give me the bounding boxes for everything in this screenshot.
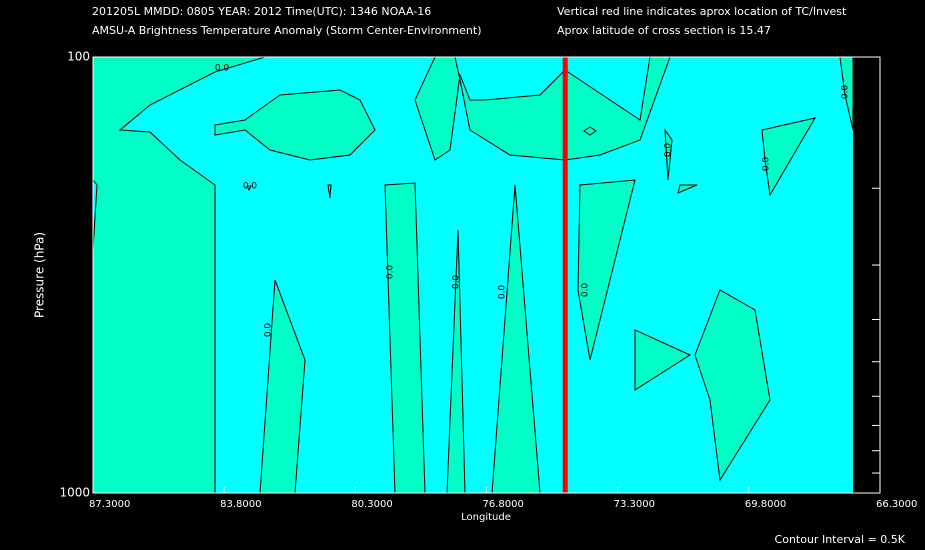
- contour-region: [327, 184, 332, 199]
- contour-label: 0.0: [215, 64, 230, 74]
- contour-region: [214, 89, 376, 161]
- contour-region: [634, 329, 692, 391]
- x-tick-label: 73.3000: [614, 499, 655, 510]
- contour-region: [92, 56, 266, 494]
- contour-label: 0.0: [762, 157, 772, 172]
- plot-area: 0.0 0.0 0.0 0.0 0.0 0.0 0.0 0.0 0.0 0.0: [92, 56, 880, 494]
- contour-region: [583, 126, 597, 136]
- note: Vertical red line indicates aprox locati…: [557, 5, 847, 18]
- x-tick-label: 66.3000: [876, 499, 917, 510]
- x-tick-label: 80.3000: [351, 499, 392, 510]
- x-tick-label: 69.8000: [745, 499, 786, 510]
- x-tick-label: 83.8000: [220, 499, 261, 510]
- y-tick-label: 100: [67, 50, 90, 64]
- contour-region: [246, 185, 252, 192]
- contour-label: 0.0: [452, 275, 462, 290]
- y-tick-label: 1000: [59, 486, 90, 500]
- contour-label: 0.0: [243, 182, 258, 192]
- contour-region: [677, 184, 698, 194]
- contour-label: 0.0: [841, 85, 851, 100]
- contour-region: [694, 289, 771, 482]
- contour-region: [577, 179, 636, 361]
- x-axis-label: Longitude: [461, 512, 511, 523]
- header-line: AMSU-A Brightness Temperature Anomaly (S…: [92, 24, 482, 37]
- contour-label: 0.0: [498, 285, 508, 300]
- contour-label: 0.0: [664, 143, 674, 158]
- y-axis-label: Pressure (hPa): [33, 232, 47, 318]
- header-line: 201205L MMDD: 0805 YEAR: 2012 Time(UTC):…: [92, 5, 431, 18]
- x-tick-label: 87.3000: [89, 499, 130, 510]
- contour-interval: Contour Interval = 0.5K: [775, 533, 906, 546]
- contour-region: [761, 117, 817, 197]
- contour-label: 0.0: [581, 283, 591, 298]
- note: Aprox latitude of cross section is 15.47: [557, 24, 771, 37]
- x-tick-label: 76.8000: [483, 499, 524, 510]
- contour-label: 0.0: [264, 323, 274, 338]
- contour-region: [664, 128, 673, 181]
- contour-label: 0.0: [386, 265, 396, 280]
